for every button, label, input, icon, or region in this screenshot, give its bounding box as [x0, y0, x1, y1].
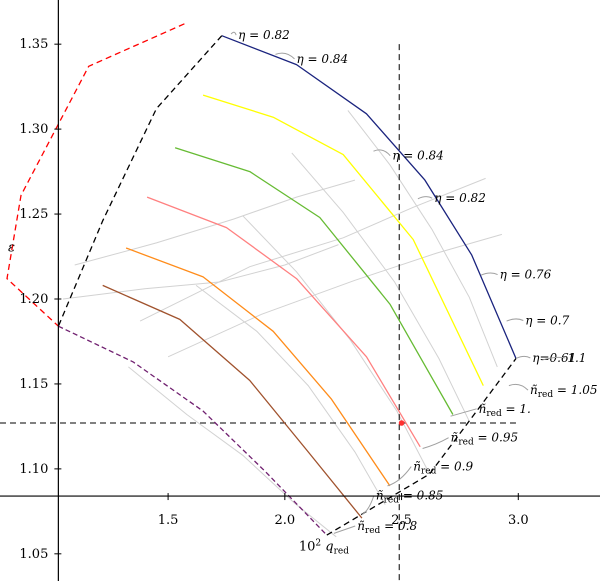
annotation-leader: [422, 437, 449, 449]
annotation-leader: [333, 525, 356, 534]
annotation-label: ñred = 0.85: [376, 488, 444, 505]
annotation-leader: [506, 318, 524, 322]
annotation-label: ñred = 0.9: [413, 460, 473, 477]
series-line-9: [326, 358, 517, 536]
annotation-leader: [387, 466, 412, 487]
annotation-leader: [417, 196, 433, 200]
operating-point-marker: [398, 420, 405, 426]
series-line-6: [221, 35, 517, 359]
series-line-8: [57, 35, 223, 327]
annotation-leader: [515, 355, 531, 359]
axis-labels: ε 102 qred: [8, 240, 349, 556]
grid-line: [347, 110, 498, 368]
y-tick-label: 1.35: [19, 37, 48, 52]
series-line-4: [102, 284, 363, 519]
series-line-3: [125, 247, 391, 487]
annotation-leader: [361, 495, 375, 516]
grid-line: [167, 233, 503, 358]
annotation-label: ñred = 1.05: [530, 383, 598, 400]
y-tick-label: 1.25: [19, 207, 48, 222]
grid-line: [74, 179, 356, 266]
annotation-label: 1.1: [567, 351, 586, 365]
y-tick-label: 1.05: [19, 547, 48, 562]
series-line-7: [6, 23, 185, 327]
series-line-1: [174, 147, 454, 415]
y-tick-label: 1.20: [19, 292, 48, 307]
y-tick-label: 1.15: [19, 377, 48, 392]
reference-lines: [0, 44, 516, 581]
y-axis-label: ε: [8, 240, 15, 255]
grid-line: [195, 285, 386, 505]
y-tick-label: 1.10: [19, 462, 48, 477]
x-tick-label: 2.5: [391, 513, 412, 528]
annotation-label: η = 0.82: [434, 191, 486, 205]
x-tick-label: 2.0: [274, 513, 295, 528]
annotation-label: η = 0.82: [238, 28, 290, 42]
grid-line: [128, 366, 337, 538]
annotation-leader: [373, 149, 391, 157]
grid-line: [291, 152, 470, 422]
annotation-label: η = 0.84: [296, 52, 348, 66]
annotation-leader: [508, 383, 529, 391]
series-line-5: [58, 325, 328, 536]
x-tick-label: 1.5: [158, 513, 179, 528]
x-axis-label: 102 qred: [299, 538, 349, 556]
series-lines: [6, 23, 517, 536]
annotation-label: η = 0.76: [500, 268, 552, 282]
annotations: η = 0.82 η = 0.84 η = 0.84 η = 0.82 η = 0.76…: [230, 28, 598, 536]
series-line-0: [202, 94, 484, 386]
annotation-leader: [450, 408, 477, 417]
grid-line: [242, 215, 431, 475]
tick-labels: 1.5 2.0 2.5 3.0 1.05 1.10 1.15 1.20 1.25 1.30 1.35: [19, 37, 528, 562]
x-tick-label: 3.0: [508, 513, 529, 528]
annotation-leader: [230, 31, 237, 36]
annotation-leader: [480, 272, 498, 276]
annotation-label: η = 0.7: [525, 313, 569, 327]
series-line-2: [146, 196, 421, 448]
annotation-leader: [275, 52, 295, 60]
annotation-label: η = 0.84: [392, 149, 444, 163]
annotation-label: ñred = 1.: [479, 402, 531, 419]
y-tick-label: 1.30: [19, 122, 48, 137]
annotation-leader: [541, 356, 566, 361]
